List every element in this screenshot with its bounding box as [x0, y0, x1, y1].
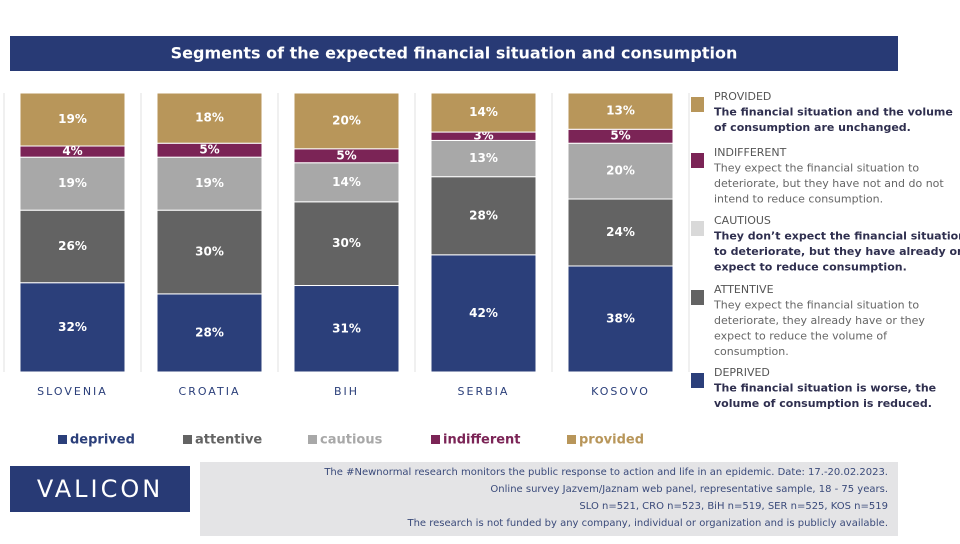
side-legend-heading: PROVIDED [714, 90, 771, 103]
bar-segment [293, 92, 400, 150]
footer-text: The research is not funded by any compan… [406, 518, 888, 529]
data-label: 42% [469, 306, 498, 320]
legend-swatch [183, 435, 192, 444]
bar-segment [293, 162, 400, 203]
side-legend-text: They expect the financial situation to [713, 299, 919, 312]
x-tick-label: SERBIA [458, 385, 510, 398]
side-legend-text: expect to reduce consumption. [714, 261, 907, 274]
data-label: 30% [195, 245, 224, 259]
legend-swatch [567, 435, 576, 444]
side-legend-heading: INDIFFERENT [714, 146, 787, 159]
side-legend-text: They expect the financial situation to [713, 162, 919, 175]
side-legend-text: deteriorate, they already have or they [714, 314, 925, 327]
bar-segment [19, 92, 126, 147]
logo: VALICON [37, 475, 163, 503]
side-legend-swatch [691, 290, 704, 305]
data-label: 28% [195, 325, 224, 339]
bar-segment [567, 198, 674, 267]
side-legend-text: intend to reduce consumption. [714, 193, 883, 206]
bar-segment [430, 92, 537, 133]
data-label: 19% [58, 176, 87, 190]
data-label: 20% [606, 164, 635, 178]
side-legend-swatch [691, 97, 704, 112]
side-legend-heading: CAUTIOUS [714, 214, 771, 227]
side-legend-text: They don’t expect the financial situatio… [714, 230, 960, 243]
bar-segment [293, 285, 400, 373]
bar-segment [19, 282, 126, 373]
data-label: 20% [332, 113, 361, 127]
side-legend-heading: DEPRIVED [714, 366, 770, 379]
side-legend-text: deteriorate, but they have not and do no… [714, 177, 944, 190]
bar-segment [430, 176, 537, 256]
side-legend-text: consumption. [714, 345, 789, 358]
legend-swatch [431, 435, 440, 444]
footer-text: The #Newnormal research monitors the pub… [323, 467, 888, 478]
data-label: 5% [336, 148, 356, 162]
legend-label: deprived [70, 433, 135, 448]
footer-box [200, 462, 898, 536]
data-label: 14% [469, 105, 498, 119]
side-legend-heading: ATTENTIVE [714, 283, 774, 296]
data-label: 13% [469, 151, 498, 165]
legend-swatch [58, 435, 67, 444]
bar-segment [156, 293, 263, 373]
data-label: 14% [332, 175, 361, 189]
bar-segment [156, 156, 263, 211]
logo-box [10, 466, 190, 512]
bar-segment [156, 92, 263, 144]
data-label: 19% [195, 176, 224, 190]
side-legend-swatch [691, 373, 704, 388]
side-legend-text: The financial situation is worse, the [714, 382, 936, 395]
bar-segment [156, 209, 263, 295]
legend-label: attentive [195, 433, 262, 448]
bar-segment [567, 265, 674, 373]
data-label: 19% [58, 112, 87, 126]
bar-segment [567, 92, 674, 130]
x-tick-label: KOSOVO [591, 385, 650, 398]
data-label: 5% [610, 129, 630, 143]
data-label: 4% [62, 144, 82, 158]
x-tick-label: CROATIA [179, 385, 241, 398]
legend-label: provided [579, 433, 644, 448]
bar-segment [19, 209, 126, 284]
side-legend-text: The financial situation and the volume [714, 106, 953, 119]
side-legend-text: of consumption are unchanged. [714, 121, 911, 134]
data-label: 26% [58, 239, 87, 253]
title-banner [10, 36, 898, 71]
side-legend-text: volume of consumption is reduced. [714, 397, 932, 410]
legend-label: cautious [320, 433, 383, 448]
legend-label: indifferent [443, 433, 521, 448]
side-legend-text: to deteriorate, but they have already or [714, 245, 960, 258]
side-legend-text: expect to reduce the volume of [714, 330, 888, 343]
data-label: 32% [58, 320, 87, 334]
footer-text: Online survey Jazvem/Jaznam web panel, r… [490, 484, 888, 495]
data-label: 28% [469, 208, 498, 222]
footer-text: SLO n=521, CRO n=523, BiH n=519, SER n=5… [579, 501, 888, 512]
side-legend-swatch [691, 153, 704, 168]
bar-segment [293, 201, 400, 287]
bar-segment [19, 156, 126, 211]
data-label: 18% [195, 111, 224, 125]
side-legend-swatch [691, 221, 704, 236]
x-tick-label: SLOVENIA [37, 385, 108, 398]
data-label: 38% [606, 311, 635, 325]
legend-swatch [308, 435, 317, 444]
chart-title: Segments of the expected financial situa… [171, 44, 738, 63]
data-label: 13% [606, 104, 635, 118]
data-label: 31% [332, 321, 361, 335]
bar-segment [430, 254, 537, 373]
data-label: 5% [199, 143, 219, 157]
data-label: 24% [606, 225, 635, 239]
x-tick-label: BIH [334, 385, 359, 398]
data-label: 30% [332, 236, 361, 250]
